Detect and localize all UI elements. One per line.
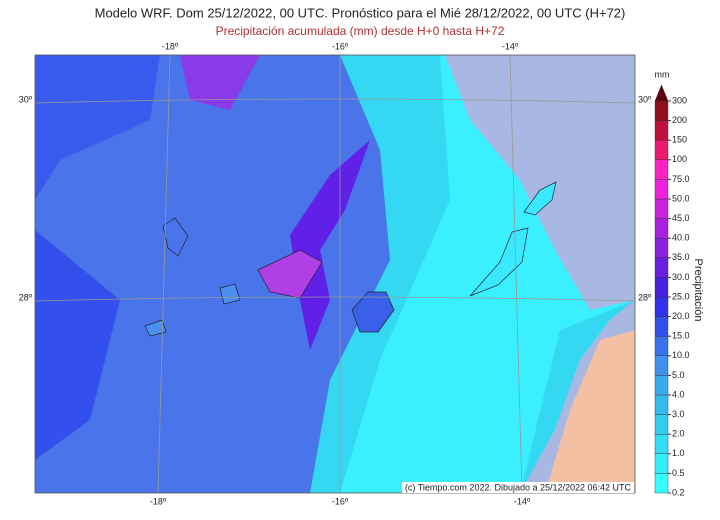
colorbar-bin bbox=[654, 473, 669, 494]
colorbar-unit: mm bbox=[655, 69, 670, 79]
map: (c) Tiempo.com 2022. Dibujado a 25/12/20… bbox=[34, 54, 636, 494]
field-band bbox=[290, 140, 370, 350]
colorbar-label: 75.0 bbox=[672, 174, 690, 184]
credit-box bbox=[402, 482, 634, 493]
colorbar-bin bbox=[654, 336, 669, 357]
colorbar-label: 35.0 bbox=[672, 252, 690, 262]
colorbar-label: 1.0 bbox=[672, 448, 685, 458]
field-band bbox=[180, 55, 260, 110]
colorbar-bin bbox=[654, 394, 669, 415]
lat-label: 28º bbox=[19, 292, 33, 302]
colorbar-bin bbox=[654, 296, 669, 317]
colorbar-bin bbox=[654, 120, 669, 141]
colorbar-label: 2.0 bbox=[672, 429, 685, 439]
colorbar-bin bbox=[654, 277, 669, 298]
colorbar-label: 5.0 bbox=[672, 370, 685, 380]
lat-label: 30º bbox=[19, 94, 33, 104]
lon-label: -16º bbox=[332, 41, 349, 51]
colorbar-title: Precipitación bbox=[692, 259, 704, 322]
colorbar-bin bbox=[654, 100, 669, 121]
colorbar-label: 30.0 bbox=[672, 272, 690, 282]
colorbar-label: 20.0 bbox=[672, 311, 690, 321]
island bbox=[219, 283, 241, 305]
colorbar-label: 200 bbox=[672, 115, 687, 125]
map-frame bbox=[34, 54, 636, 494]
colorbar-label: 3.0 bbox=[672, 409, 685, 419]
colorbar-bin bbox=[654, 218, 669, 239]
colorbar-over bbox=[654, 84, 669, 102]
colorbar-label: 25.0 bbox=[672, 291, 690, 301]
island bbox=[469, 227, 529, 297]
island bbox=[351, 291, 395, 333]
island bbox=[162, 217, 189, 257]
lat-label: 30º bbox=[638, 94, 652, 104]
colorbar-label: 15.0 bbox=[672, 331, 690, 341]
colorbar-bin bbox=[654, 139, 669, 160]
field-band bbox=[35, 230, 120, 460]
field-band bbox=[35, 55, 160, 200]
lon-label: -18º bbox=[162, 41, 179, 51]
island bbox=[257, 249, 323, 299]
island bbox=[144, 319, 167, 337]
lon-label: -18º bbox=[150, 496, 167, 506]
grid-line bbox=[157, 55, 171, 493]
colorbar-bin bbox=[654, 257, 669, 278]
lon-label: -16º bbox=[332, 496, 349, 506]
colorbar-bin bbox=[654, 434, 669, 455]
colorbar-label: 4.0 bbox=[672, 389, 685, 399]
colorbar-label: 150 bbox=[672, 135, 687, 145]
grid-line bbox=[35, 98, 635, 104]
colorbar-label: 0.5 bbox=[672, 468, 685, 478]
colorbar-bin bbox=[654, 237, 669, 258]
colorbar-label: 40.0 bbox=[672, 233, 690, 243]
colorbar-bin bbox=[654, 179, 669, 200]
colorbar-bin bbox=[654, 316, 669, 337]
land bbox=[520, 300, 635, 493]
colorbar-bin bbox=[654, 375, 669, 396]
credit: (c) Tiempo.com 2022. Dibujado a 25/12/20… bbox=[405, 482, 632, 492]
lon-label: -14º bbox=[514, 496, 531, 506]
grid-line bbox=[509, 55, 523, 493]
colorbar-label: 300 bbox=[672, 95, 687, 105]
colorbar-label: 50.0 bbox=[672, 193, 690, 203]
grid-line bbox=[35, 296, 635, 302]
colorbar-bin bbox=[654, 355, 669, 376]
colorbar-bin bbox=[654, 414, 669, 435]
colorbar-label: 0.2 bbox=[672, 487, 685, 497]
colorbar-bin bbox=[654, 159, 669, 180]
lat-label: 28º bbox=[638, 292, 652, 302]
lon-label: -14º bbox=[502, 41, 519, 51]
colorbar-label: 100 bbox=[672, 154, 687, 164]
subtitle: Precipitación acumulada (mm) desde H+0 h… bbox=[216, 24, 505, 38]
island bbox=[523, 181, 557, 216]
colorbar-label: 10.0 bbox=[672, 350, 690, 360]
colorbar-bin bbox=[654, 453, 669, 474]
land bbox=[445, 55, 635, 310]
colorbar-label: 45.0 bbox=[672, 213, 690, 223]
colorbar-bin bbox=[654, 198, 669, 219]
title: Modelo WRF. Dom 25/12/2022, 00 UTC. Pron… bbox=[95, 5, 626, 20]
